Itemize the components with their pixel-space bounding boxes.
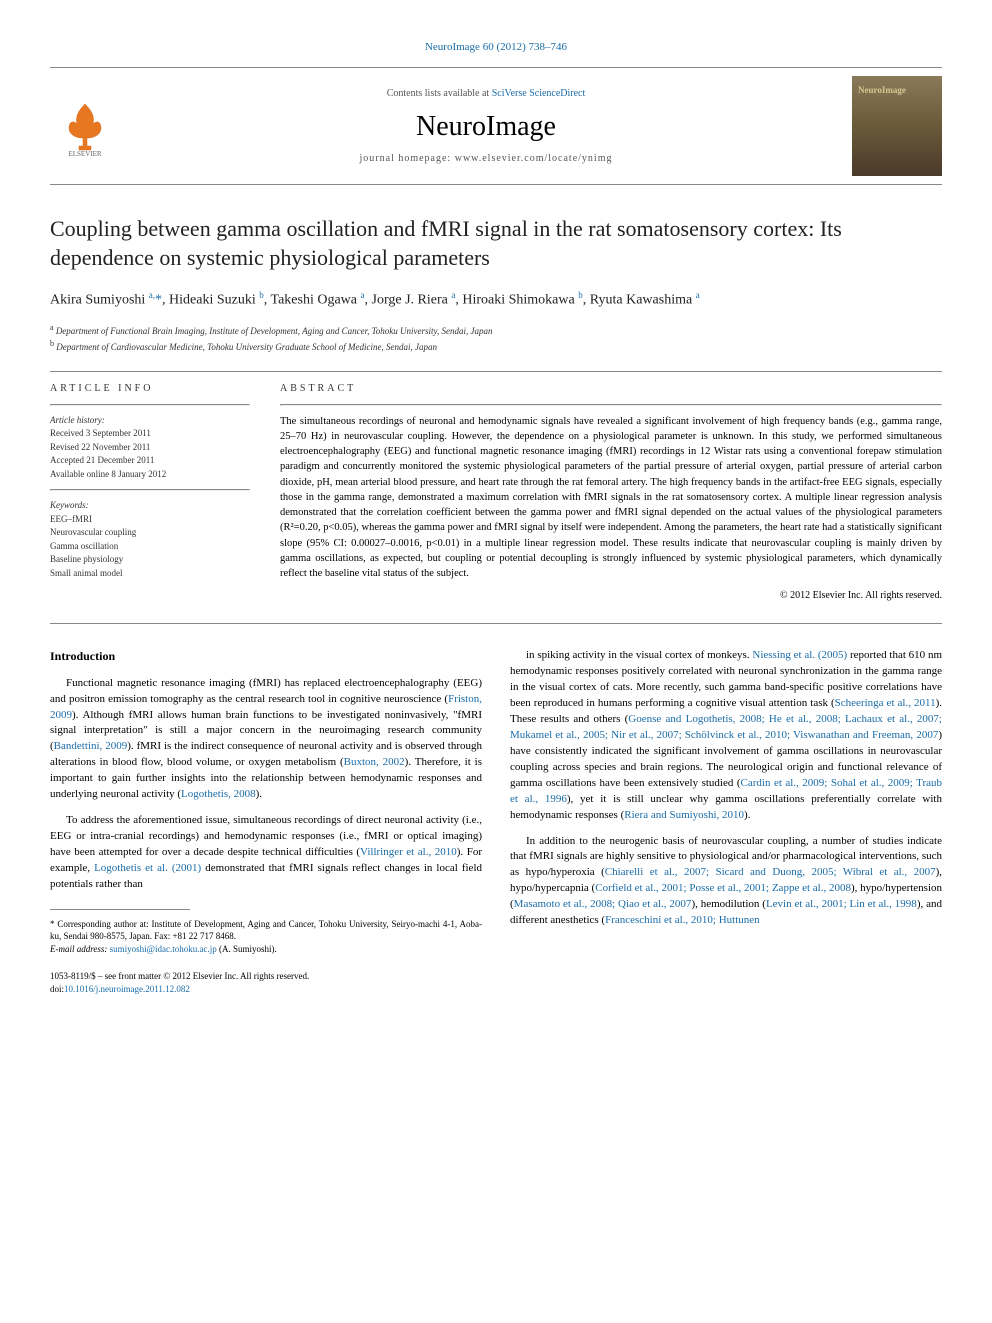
- affiliation-b: b Department of Cardiovascular Medicine,…: [50, 338, 942, 355]
- article-history: Article history: Received 3 September 20…: [50, 414, 250, 482]
- article-info-heading: ARTICLE INFO: [50, 382, 250, 396]
- divider: [50, 489, 250, 491]
- publisher-logo: ELSEVIER: [50, 91, 120, 161]
- intro-heading: Introduction: [50, 648, 482, 665]
- abstract-copyright: © 2012 Elsevier Inc. All rights reserved…: [280, 589, 942, 603]
- article-info-sidebar: ARTICLE INFO Article history: Received 3…: [50, 382, 250, 603]
- paragraph: To address the aforementioned issue, sim…: [50, 813, 482, 893]
- journal-homepage: journal homepage: www.elsevier.com/locat…: [120, 152, 852, 166]
- journal-cover-thumbnail: NeuroImage: [852, 76, 942, 176]
- abstract-text: The simultaneous recordings of neuronal …: [280, 414, 942, 581]
- divider: [50, 623, 942, 624]
- main-body: Introduction Functional magnetic resonan…: [50, 648, 942, 995]
- corresponding-author-footnote: * Corresponding author at: Institute of …: [50, 918, 482, 956]
- author-email[interactable]: sumiyoshi@idac.tohoku.ac.jp: [110, 944, 217, 954]
- footnote-divider: [50, 909, 190, 910]
- paragraph: Functional magnetic resonance imaging (f…: [50, 676, 482, 804]
- author-list: Akira Sumiyoshi a,*, Hideaki Suzuki b, T…: [50, 289, 942, 310]
- divider: [50, 371, 942, 372]
- citation-header: NeuroImage 60 (2012) 738–746: [50, 40, 942, 55]
- elsevier-tree-icon: ELSEVIER: [55, 96, 115, 156]
- abstract-section: ABSTRACT The simultaneous recordings of …: [280, 382, 942, 603]
- journal-name: NeuroImage: [120, 107, 852, 146]
- doi-link[interactable]: 10.1016/j.neuroimage.2011.12.082: [64, 984, 190, 994]
- article-title: Coupling between gamma oscillation and f…: [50, 215, 942, 272]
- sciencedirect-link[interactable]: SciVerse ScienceDirect: [492, 88, 586, 99]
- affiliations: a Department of Functional Brain Imaging…: [50, 322, 942, 355]
- divider: [280, 404, 942, 406]
- contents-line: Contents lists available at SciVerse Sci…: [120, 87, 852, 101]
- divider: [50, 404, 250, 406]
- column-left: Introduction Functional magnetic resonan…: [50, 648, 482, 995]
- column-right: in spiking activity in the visual cortex…: [510, 648, 942, 995]
- paragraph: in spiking activity in the visual cortex…: [510, 648, 942, 823]
- affiliation-a: a Department of Functional Brain Imaging…: [50, 322, 942, 339]
- abstract-heading: ABSTRACT: [280, 382, 942, 396]
- keywords-block: Keywords: EEG–fMRI Neurovascular couplin…: [50, 499, 250, 580]
- svg-text:ELSEVIER: ELSEVIER: [68, 150, 101, 156]
- journal-banner: ELSEVIER Contents lists available at Sci…: [50, 67, 942, 185]
- paragraph: In addition to the neurogenic basis of n…: [510, 834, 942, 930]
- front-matter-line: 1053-8119/$ – see front matter © 2012 El…: [50, 970, 482, 996]
